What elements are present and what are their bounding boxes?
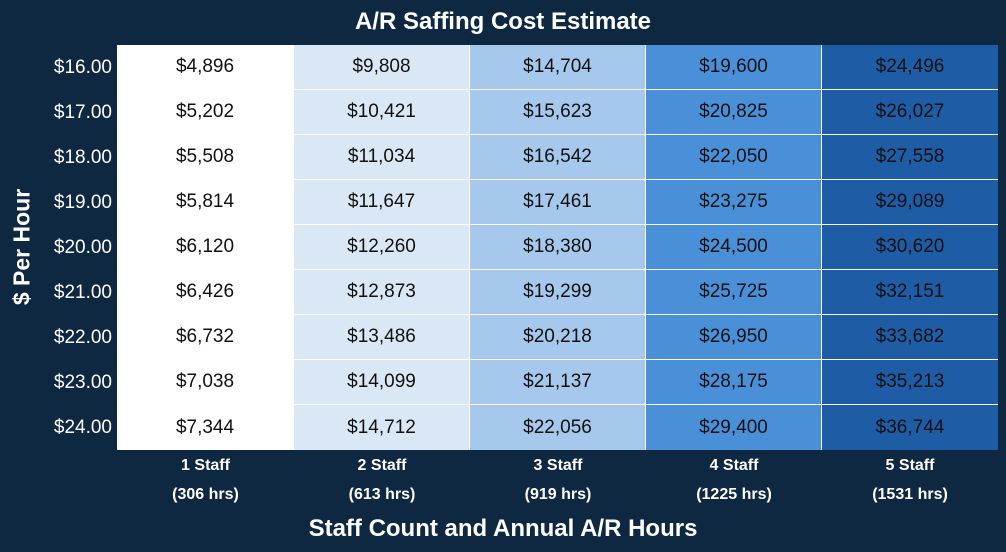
- table-cell: $5,508: [117, 135, 294, 180]
- column-label: 1 Staff (306 hrs): [117, 454, 294, 507]
- table-cell: $6,732: [117, 315, 294, 360]
- table-cell: $19,600: [646, 45, 822, 90]
- table-cell: $26,950: [646, 315, 822, 360]
- table-cell: $33,682: [822, 315, 998, 360]
- column-label-hours: (1225 hrs): [696, 486, 772, 503]
- table-cell: $27,558: [822, 135, 998, 180]
- table-cell: $11,647: [294, 180, 470, 225]
- row-label: $20.00: [53, 237, 112, 258]
- table-cell: $24,496: [822, 45, 998, 90]
- table-cell: $12,260: [294, 225, 470, 270]
- table-cell: $10,421: [294, 90, 470, 135]
- table-cell: $5,202: [117, 90, 294, 135]
- cost-table: $4,896 $9,808 $14,704 $19,600 $24,496 $5,202 $…: [117, 45, 998, 450]
- row-label: $23.00: [53, 372, 112, 393]
- column-label-hours: (613 hrs): [348, 486, 416, 503]
- table-cell: $29,089: [822, 180, 998, 225]
- table-cell: $7,344: [117, 405, 294, 450]
- table-cell: $14,704: [470, 45, 646, 90]
- column-label: 5 Staff (1531 hrs): [822, 454, 998, 507]
- table-cell: $18,380: [470, 225, 646, 270]
- table-cell: $6,120: [117, 225, 294, 270]
- table-cell: $7,038: [117, 360, 294, 405]
- column-label-staff: 2 Staff: [357, 457, 407, 474]
- row-label: $18.00: [53, 147, 112, 168]
- table-cell: $9,808: [294, 45, 470, 90]
- table-cell: $22,050: [646, 135, 822, 180]
- table-cell: $36,744: [822, 405, 998, 450]
- column-label-hours: (306 hrs): [172, 486, 239, 503]
- table-cell: $12,873: [294, 270, 470, 315]
- table-cell: $30,620: [822, 225, 998, 270]
- table-cell: $22,056: [470, 405, 646, 450]
- row-label: $21.00: [53, 282, 112, 303]
- table-cell: $24,500: [646, 225, 822, 270]
- row-label: $19.00: [53, 192, 112, 213]
- table-cell: $14,712: [294, 405, 470, 450]
- table-cell: $28,175: [646, 360, 822, 405]
- column-label-staff: 5 Staff: [885, 457, 935, 474]
- table-cell: $26,027: [822, 90, 998, 135]
- chart-title: A/R Saffing Cost Estimate: [354, 8, 652, 35]
- table-cell: $4,896: [117, 45, 294, 90]
- column-labels: 1 Staff (306 hrs) 2 Staff (613 hrs) 3 Staff (…: [117, 454, 998, 507]
- table-cell: $13,486: [294, 315, 470, 360]
- table-cell: $21,137: [470, 360, 646, 405]
- row-labels: $16.00 $17.00 $18.00 $19.00 $20.00 $21.00 $22.…: [40, 45, 112, 450]
- table-cell: $6,426: [117, 270, 294, 315]
- column-label-staff: 1 Staff: [181, 457, 230, 474]
- table-cell: $19,299: [470, 270, 646, 315]
- column-label-hours: (919 hrs): [524, 486, 592, 503]
- table-cell: $32,151: [822, 270, 998, 315]
- table-cell: $16,542: [470, 135, 646, 180]
- column-label-staff: 3 Staff: [533, 457, 583, 474]
- column-label: 4 Staff (1225 hrs): [646, 454, 822, 507]
- table-cell: $29,400: [646, 405, 822, 450]
- table-cell: $25,725: [646, 270, 822, 315]
- column-label: 3 Staff (919 hrs): [470, 454, 646, 507]
- table-cell: $20,825: [646, 90, 822, 135]
- row-label: $16.00: [53, 57, 112, 78]
- table-cell: $20,218: [470, 315, 646, 360]
- table-cell: $35,213: [822, 360, 998, 405]
- column-label-staff: 4 Staff: [709, 457, 759, 474]
- y-axis-label: $ Per Hour: [8, 188, 35, 306]
- table-cell: $15,623: [470, 90, 646, 135]
- column-label: 2 Staff (613 hrs): [294, 454, 470, 507]
- row-label: $17.00: [53, 102, 112, 123]
- table-cell: $14,099: [294, 360, 470, 405]
- table-cell: $23,275: [646, 180, 822, 225]
- row-label: $24.00: [53, 417, 112, 438]
- x-axis-label: Staff Count and Annual A/R Hours: [308, 515, 698, 542]
- table-cell: $5,814: [117, 180, 294, 225]
- column-label-hours: (1531 hrs): [872, 486, 948, 503]
- table-cell: $11,034: [294, 135, 470, 180]
- row-label: $22.00: [53, 327, 112, 348]
- table-cell: $17,461: [470, 180, 646, 225]
